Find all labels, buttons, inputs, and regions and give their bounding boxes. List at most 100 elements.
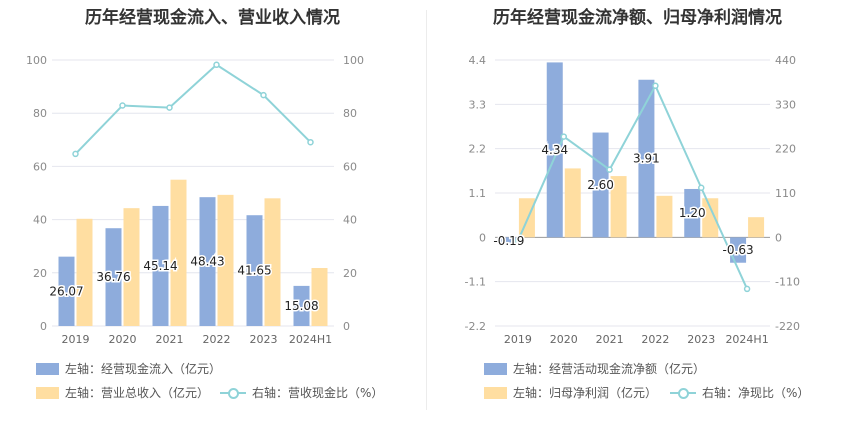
bar-yellow [748,217,765,238]
legend-swatch-blue [36,362,59,375]
legend-line-icon [220,387,246,399]
left-axis-tick: 80 [33,107,47,120]
left-axis-tick: 0 [479,231,486,244]
bar-blue [105,228,122,326]
legend-cash-ratio[interactable]: 右轴：营收现金比（%） [220,384,383,401]
legend-swatch-yellow [36,386,59,399]
bar-yellow [702,198,719,238]
ratio-point [213,61,220,69]
legend-label: 右轴：营收现金比（%） [252,386,384,400]
bar-blue [152,205,169,326]
legend-label: 左轴：归母净利润（亿元） [513,386,658,400]
legend-swatch-blue [484,362,507,375]
bar-yellow [656,195,673,238]
legend-net-profit[interactable]: 左轴：归母净利润（亿元） [484,384,657,401]
ratio-point [307,138,314,146]
right-axis-tick: -110 [775,276,800,289]
ratio-point [166,104,173,111]
bar-yellow [123,208,140,326]
ratio-line [517,83,748,290]
data-label: -0.19 [493,234,524,248]
ratio-point [560,133,567,140]
bar-yellow [564,168,581,238]
data-label: -0.63 [723,243,754,257]
left-axis-tick: -2.2 [465,320,486,333]
left-axis-tick: 2.2 [469,143,487,156]
data-label: 3.91 [633,152,660,166]
left-axis-tick: 0 [40,320,47,333]
right-axis-tick: 100 [343,54,364,67]
x-axis-tick: 2022 [641,333,669,346]
x-axis-tick: 2022 [203,333,231,346]
bar-blue [546,62,563,238]
bar-blue [58,256,75,326]
x-axis-tick: 2024H1 [289,333,332,346]
left-axis-tick: 4.4 [469,54,487,67]
bar-yellow [76,218,93,326]
left-axis-tick: -1.1 [465,276,486,289]
bar-blue [684,188,701,238]
right-axis-tick: 220 [775,143,796,156]
data-label: 48.43 [190,255,224,269]
right-axis-tick: -220 [775,320,800,333]
x-axis-tick: 2020 [550,333,578,346]
x-axis-tick: 2023 [250,333,278,346]
data-label: 2.60 [587,178,614,192]
right-axis-tick: 110 [775,187,796,200]
legend-net-cash-ratio[interactable]: 右轴：净现比（%） [670,384,809,401]
bar-yellow [217,194,234,326]
data-label: 45.14 [143,259,177,273]
x-axis-tick: 2020 [109,333,137,346]
x-axis-tick: 2024H1 [725,333,768,346]
ratio-point [119,102,126,109]
legend-label: 左轴：经营活动现金流净额（亿元） [513,362,706,376]
bar-yellow [264,198,281,326]
ratio-point [72,150,79,158]
data-label: 15.08 [284,299,318,313]
panel-divider [426,10,427,410]
x-axis-tick: 2019 [62,333,90,346]
legend-cash-inflow[interactable]: 左轴：经营现金流入（亿元） [36,360,221,377]
x-axis-tick: 2021 [596,333,624,346]
bar-blue [246,215,263,326]
right-axis-tick: 0 [343,320,350,333]
legend-net-cash[interactable]: 左轴：经营活动现金流净额（亿元） [484,360,705,377]
net-cash-profit-panel: 历年经营现金流净额、归母净利润情况 -2.2 -220 -1.1 -110 0 0 1.1 1… [425,0,850,437]
ratio-point [260,91,267,99]
bar-blue [592,132,609,238]
chart-title: 历年经营现金流净额、归母净利润情况 [493,8,782,28]
ratio-point [606,166,613,173]
bar-blue [199,197,216,326]
ratio-point [652,82,659,90]
x-axis-tick: 2021 [156,333,184,346]
x-axis-tick: 2023 [687,333,715,346]
right-axis-tick: 40 [343,214,357,227]
chart-title: 历年经营现金流入、营业收入情况 [85,8,340,28]
bar-blue [638,79,655,238]
ratio-point [698,184,705,192]
data-label: 36.76 [96,270,130,284]
right-axis-tick: 0 [775,231,782,244]
left-axis-tick: 40 [33,214,47,227]
data-label: 41.65 [237,264,271,278]
data-label: 26.07 [49,284,83,298]
legend-revenue[interactable]: 左轴：营业总收入（亿元） [36,384,209,401]
bar-yellow [610,176,627,238]
data-label: 1.20 [679,206,706,220]
ratio-point [514,237,522,245]
right-axis-tick: 60 [343,160,357,173]
bar-yellow [311,268,328,326]
right-axis-tick: 330 [775,98,796,111]
left-axis-tick: 20 [33,267,47,280]
legend-label: 左轴：经营现金流入（亿元） [65,362,222,376]
right-axis-tick: 440 [775,54,796,67]
net-cash-profit-chart: -2.2 -220 -1.1 -110 0 0 1.1 110 2.2 220 3.3 330 4.4 4… [465,54,800,346]
legend-label: 左轴：营业总收入（亿元） [65,386,210,400]
legend-line-icon [670,387,696,399]
data-label: 4.34 [541,143,568,157]
bar-yellow [170,179,187,326]
cash-inflow-revenue-panel: 历年经营现金流入、营业收入情况 0 0 20 20 40 40 60 60 80 80 100 100… [26,8,383,401]
x-axis-tick: 2019 [504,333,532,346]
right-axis-tick: 20 [343,267,357,280]
